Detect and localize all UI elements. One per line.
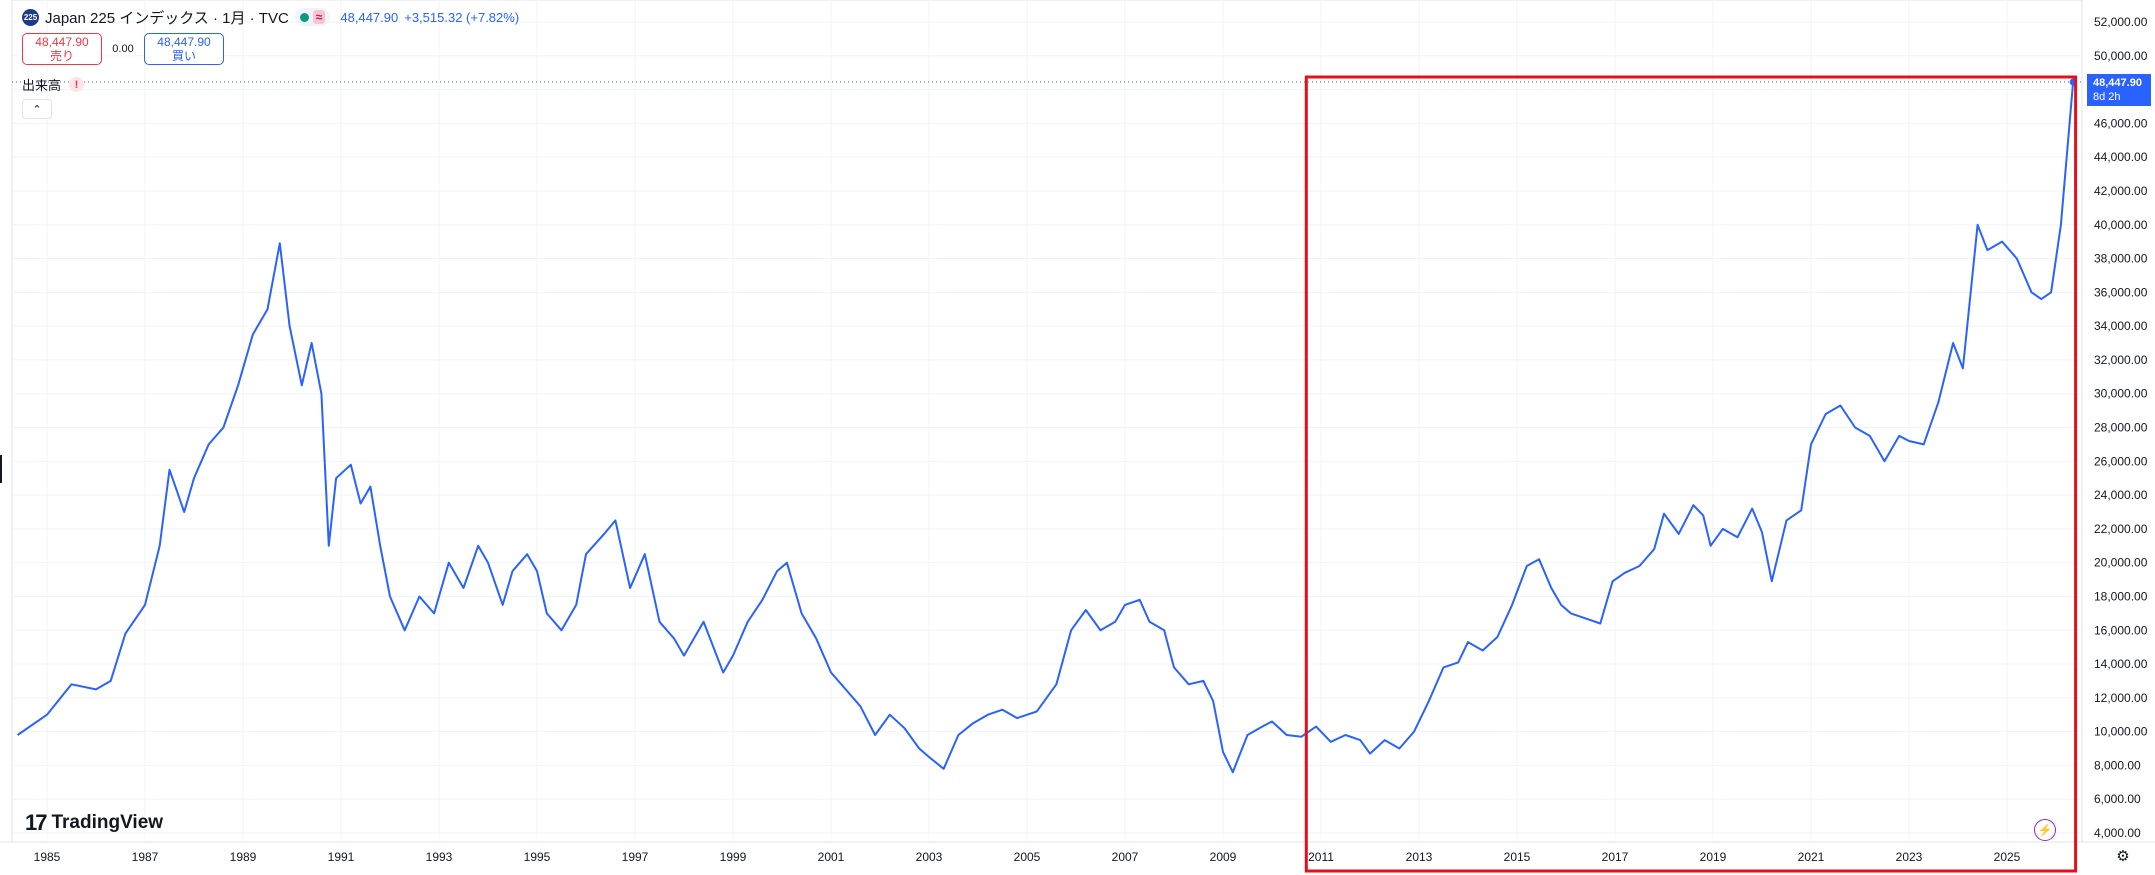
x-tick-label: 2013 xyxy=(1406,850,1433,864)
left-edge-marker[interactable] xyxy=(0,455,2,483)
volume-label: 出来高 xyxy=(22,78,62,93)
buy-button[interactable]: 48,447.90 買い xyxy=(144,33,224,65)
y-tick-label: 20,000.00 xyxy=(2094,556,2148,570)
last-price-label: 48,447.90 8d 2h xyxy=(2087,74,2151,106)
tradingview-logo[interactable]: 17 TradingView xyxy=(25,810,163,836)
y-tick-label: 4,000.00 xyxy=(2094,826,2141,840)
x-tick-label: 2023 xyxy=(1896,850,1923,864)
volume-indicator[interactable]: 出来高 ! xyxy=(22,75,85,94)
x-tick-label: 2001 xyxy=(818,850,845,864)
gear-icon[interactable]: ⚙ xyxy=(2116,848,2130,865)
y-tick-label: 12,000.00 xyxy=(2094,691,2148,705)
buy-price: 48,447.90 xyxy=(157,35,211,49)
chart-header: 225 Japan 225 インデックス · 1月 · TVC ≈ 48,447… xyxy=(22,6,519,28)
y-tick-label: 52,000.00 xyxy=(2094,15,2148,29)
buy-label: 買い xyxy=(171,49,196,63)
x-tick-label: 2025 xyxy=(1994,850,2021,864)
x-tick-label: 2015 xyxy=(1504,850,1531,864)
x-tick-label: 2019 xyxy=(1700,850,1727,864)
approx-icon: ≈ xyxy=(312,10,326,24)
market-status-pill[interactable]: ≈ xyxy=(294,8,331,26)
y-tick-label: 44,000.00 xyxy=(2094,150,2148,164)
y-tick-label: 36,000.00 xyxy=(2094,285,2148,299)
y-tick-label: 30,000.00 xyxy=(2094,387,2148,401)
x-tick-label: 1989 xyxy=(230,850,257,864)
bolt-icon[interactable]: ⚡ xyxy=(2034,819,2056,841)
x-tick-label: 1993 xyxy=(426,850,453,864)
trade-buttons: 48,447.90 売り 0.00 48,447.90 買い xyxy=(22,33,224,65)
y-tick-label: 46,000.00 xyxy=(2094,116,2148,130)
x-tick-label: 1995 xyxy=(524,850,551,864)
market-open-icon xyxy=(299,12,309,22)
y-tick-label: 10,000.00 xyxy=(2094,725,2148,739)
warning-icon[interactable]: ! xyxy=(69,77,85,92)
sell-button[interactable]: 48,447.90 売り xyxy=(22,33,102,65)
x-tick-label: 2009 xyxy=(1210,850,1237,864)
last-price-value: 48,447.90 xyxy=(2093,77,2142,89)
x-tick-label: 2005 xyxy=(1014,850,1041,864)
tradingview-logo-icon: 17 xyxy=(25,810,48,835)
x-tick-label: 1987 xyxy=(132,850,159,864)
y-tick-label: 28,000.00 xyxy=(2094,421,2148,435)
y-tick-label: 18,000.00 xyxy=(2094,589,2148,603)
y-tick-label: 22,000.00 xyxy=(2094,522,2148,536)
y-tick-label: 14,000.00 xyxy=(2094,657,2148,671)
x-tick-label: 1991 xyxy=(328,850,355,864)
y-tick-label: 42,000.00 xyxy=(2094,184,2148,198)
symbol-badge: 225 xyxy=(22,8,39,26)
x-tick-label: 1999 xyxy=(720,850,747,864)
y-tick-label: 26,000.00 xyxy=(2094,454,2148,468)
price-line xyxy=(17,81,2075,774)
y-tick-label: 6,000.00 xyxy=(2094,792,2141,806)
x-tick-label: 2003 xyxy=(916,850,943,864)
y-tick-label: 38,000.00 xyxy=(2094,252,2148,266)
sell-price: 48,447.90 xyxy=(35,35,89,49)
x-tick-label: 2021 xyxy=(1798,850,1825,864)
collapse-button[interactable]: ⌃ xyxy=(22,99,52,119)
y-tick-label: 24,000.00 xyxy=(2094,488,2148,502)
x-tick-label: 2011 xyxy=(1308,850,1334,864)
y-tick-label: 32,000.00 xyxy=(2094,353,2148,367)
header-change: +3,515.32 (+7.82%) xyxy=(404,9,520,25)
symbol-title[interactable]: Japan 225 インデックス · 1月 · TVC xyxy=(45,9,289,27)
spread-value: 0.00 xyxy=(112,43,134,55)
y-tick-label: 50,000.00 xyxy=(2094,49,2148,63)
header-price: 48,447.90 xyxy=(340,9,399,25)
x-tick-label: 2007 xyxy=(1112,850,1139,864)
x-tick-label: 2017 xyxy=(1602,850,1629,864)
bar-countdown: 8d 2h xyxy=(2093,91,2121,103)
y-tick-label: 40,000.00 xyxy=(2094,218,2148,232)
highlight-box xyxy=(1304,75,2078,873)
tradingview-logo-text: TradingView xyxy=(51,812,164,833)
sell-label: 売り xyxy=(49,49,74,63)
x-tick-label: 1985 xyxy=(34,850,61,864)
x-tick-label: 1997 xyxy=(622,850,649,864)
y-tick-label: 8,000.00 xyxy=(2094,758,2141,772)
y-tick-label: 16,000.00 xyxy=(2094,623,2148,637)
y-tick-label: 34,000.00 xyxy=(2094,319,2148,333)
